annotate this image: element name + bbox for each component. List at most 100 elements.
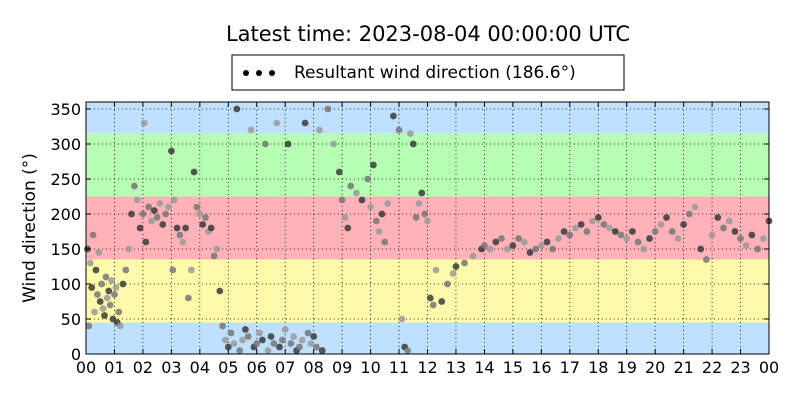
data-point [600, 221, 608, 228]
data-point [725, 217, 733, 225]
data-point [543, 238, 551, 246]
data-point [381, 238, 389, 246]
y-tick-label: 350 [50, 100, 81, 119]
x-tick-label: 00 [759, 358, 779, 377]
data-point [169, 266, 177, 274]
data-point [190, 168, 198, 176]
data-points [84, 105, 773, 354]
data-point [737, 235, 744, 242]
x-tick-label: 19 [617, 358, 637, 377]
x-tick-label: 23 [730, 358, 750, 377]
data-point [409, 140, 417, 148]
data-point [606, 224, 613, 232]
legend-marker [256, 70, 262, 76]
data-point [395, 126, 403, 134]
data-point [236, 347, 244, 354]
data-point [261, 140, 269, 148]
x-tick-label: 09 [332, 358, 352, 377]
data-point [353, 189, 360, 197]
direction-band [86, 102, 769, 134]
data-point [589, 217, 596, 225]
legend-marker [243, 70, 249, 76]
data-point [187, 266, 195, 274]
data-point [131, 182, 138, 190]
data-point [412, 214, 420, 221]
data-point [378, 210, 386, 218]
data-point [426, 294, 434, 302]
data-point [341, 214, 349, 221]
data-point [224, 343, 232, 351]
data-point [88, 284, 96, 291]
data-point [481, 242, 488, 249]
data-point [375, 228, 383, 235]
x-tick-label: 16 [531, 358, 551, 377]
data-point [577, 221, 585, 228]
x-tick-label: 02 [133, 358, 153, 377]
data-point [347, 182, 355, 190]
data-point [469, 252, 477, 260]
data-point [674, 235, 682, 242]
data-point [145, 203, 153, 211]
data-point [256, 329, 263, 337]
y-tick-label: 50 [61, 310, 81, 329]
data-point [179, 238, 187, 246]
data-point [170, 196, 178, 204]
data-point [281, 326, 289, 333]
data-point [270, 340, 278, 347]
data-point [102, 273, 110, 281]
data-point [310, 333, 318, 340]
data-point [640, 245, 648, 253]
data-point [404, 347, 411, 354]
data-point [742, 242, 750, 249]
data-point [136, 224, 144, 232]
data-point [264, 347, 272, 354]
data-point [407, 130, 414, 137]
data-point [173, 224, 181, 232]
data-point [421, 210, 429, 218]
data-point [133, 196, 141, 204]
data-point [691, 203, 699, 211]
data-point [623, 235, 631, 242]
data-point [202, 214, 209, 221]
data-point [344, 224, 352, 232]
y-tick-label: 200 [50, 205, 81, 224]
data-point [247, 126, 255, 134]
data-point [703, 256, 710, 263]
data-point [498, 235, 505, 242]
data-point [583, 228, 591, 235]
x-tick-label: 21 [673, 358, 693, 377]
data-point [148, 217, 155, 225]
data-point [210, 252, 218, 260]
data-point [560, 228, 568, 235]
data-point [432, 266, 440, 274]
data-point [748, 231, 756, 239]
data-point [207, 224, 215, 232]
data-point [230, 340, 238, 347]
data-point [296, 343, 303, 351]
data-point [364, 175, 372, 183]
data-point [168, 147, 175, 155]
data-point [424, 217, 431, 225]
data-point [697, 245, 705, 253]
data-point [486, 245, 494, 253]
x-tick-label: 07 [275, 358, 295, 377]
data-point [267, 333, 275, 340]
x-tick-label: 04 [190, 358, 210, 377]
x-tick-label: 13 [446, 358, 466, 377]
data-point [301, 119, 309, 127]
data-point [449, 270, 457, 277]
y-axis: 0 50 100 150 200 250 300 350 [50, 100, 769, 364]
x-tick-label: 14 [474, 358, 494, 377]
data-point [330, 140, 337, 148]
data-point [242, 326, 249, 333]
legend-box [231, 54, 625, 91]
x-tick-label: 01 [104, 358, 124, 377]
data-point [461, 259, 468, 267]
data-point [384, 200, 392, 207]
data-point [537, 242, 545, 249]
data-point [646, 235, 653, 242]
data-point [663, 214, 670, 221]
x-tick-label: 17 [560, 358, 580, 377]
